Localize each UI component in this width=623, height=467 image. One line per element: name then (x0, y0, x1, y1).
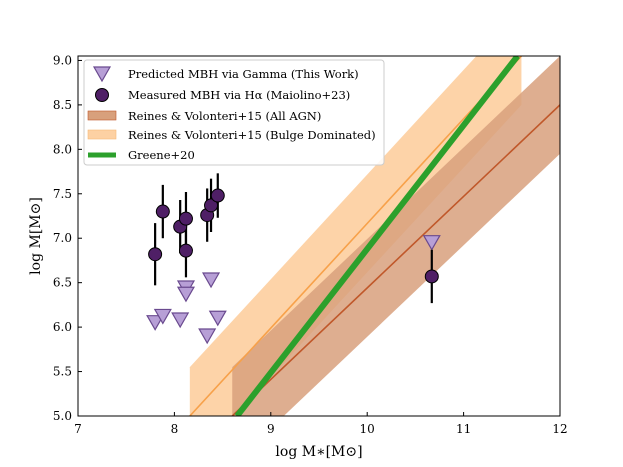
x-tick-label-4: 11 (456, 422, 471, 436)
predicted-point-0 (146, 315, 165, 331)
legend: Predicted MBH via Gamma (This Work) Meas… (83, 59, 385, 166)
band-all-agn (232, 56, 560, 416)
y-tick-label-4: 7.0 (53, 231, 72, 245)
x-tick-label-3: 10 (360, 422, 375, 436)
legend-swatch-bulge (87, 129, 117, 140)
measured-point-6 (204, 198, 219, 213)
measured-point-8 (424, 269, 439, 284)
x-tick-label-0: 7 (74, 422, 82, 436)
y-tick-label-0: 5.0 (53, 409, 72, 423)
y-tick-label-2: 6.0 (53, 320, 72, 334)
measured-point-1 (155, 204, 170, 219)
y-axis-ticks: 5.0 5.5 6.0 6.5 7.0 7.5 8.0 8.5 9.0 (53, 53, 82, 423)
legend-label-bulge: Reines & Volonteri+15 (Bulge Dominated) (128, 128, 376, 142)
measured-point-7 (210, 188, 225, 203)
predicted-point-1 (153, 308, 172, 325)
predicted-point-2 (171, 312, 190, 329)
y-tick-label-7: 8.5 (53, 98, 72, 112)
model-lines (189, 56, 560, 416)
y-tick-label-8: 9.0 (53, 53, 72, 67)
x-tick-label-1: 8 (171, 422, 179, 436)
x-tick-label-5: 12 (552, 422, 567, 436)
legend-label-measured: Measured MBH via Hα (Maiolino+23) (128, 88, 350, 102)
legend-label-all-agn: Reines & Volonteri+15 (All AGN) (128, 109, 321, 123)
measured-point-4 (178, 243, 193, 258)
legend-circle-marker (95, 88, 109, 102)
legend-swatch-all-agn (87, 110, 117, 121)
y-tick-label-5: 7.5 (53, 187, 72, 201)
predicted-point-4 (176, 286, 196, 303)
data-marks (146, 173, 441, 345)
predicted-point-6 (201, 272, 221, 289)
x-tick-label-2: 9 (267, 422, 275, 436)
y-tick-label-3: 6.5 (53, 276, 72, 290)
predicted-point-7 (208, 310, 227, 327)
predicted-point-8 (422, 235, 441, 251)
legend-label-greene: Greene+20 (128, 148, 195, 162)
predicted-point-5 (198, 328, 217, 345)
x-axis-label: log M∗[M⊙] (275, 444, 362, 460)
y-tick-label-1: 5.5 (53, 365, 72, 379)
legend-label-predicted: Predicted MBH via Gamma (This Work) (128, 67, 359, 81)
y-axis-label: log M[M⊙] (28, 197, 44, 275)
measured-point-0 (148, 247, 163, 262)
plot-frame (77, 55, 561, 417)
legend-box (83, 59, 385, 166)
measured-point-3 (178, 211, 193, 226)
y-tick-label-6: 8.0 (53, 142, 72, 156)
legend-triangle-marker (92, 66, 112, 83)
band-centerline-all-agn (231, 104, 560, 416)
x-axis-ticks: 7 8 9 10 11 12 (74, 412, 568, 436)
greene-line (234, 56, 520, 416)
band-centerline-bulge (189, 56, 523, 416)
